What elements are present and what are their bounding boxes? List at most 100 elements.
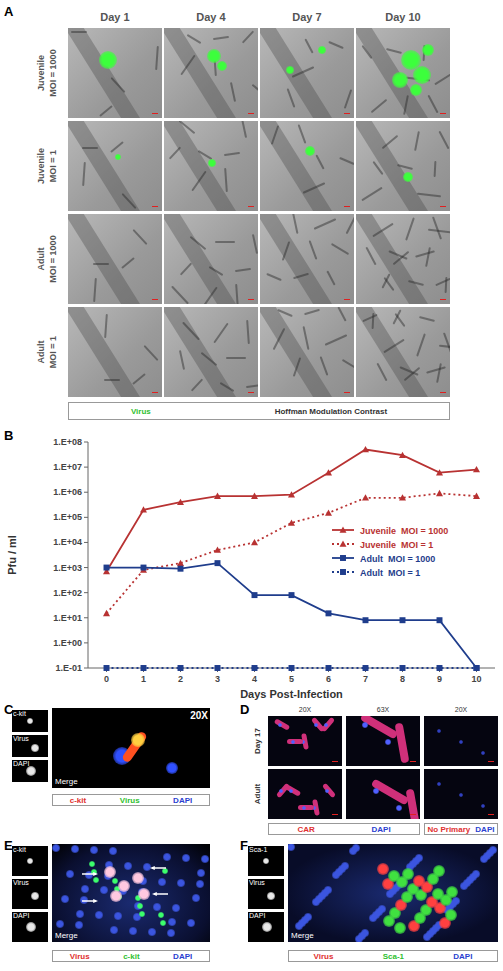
cell-outline [235, 284, 239, 304]
legend-text: No Primary [428, 825, 471, 834]
panel-label: A [4, 4, 20, 19]
channel-image: DAPI [12, 912, 48, 942]
nucleus [52, 844, 60, 852]
virus-signal [208, 159, 216, 167]
legend: Juvenile MOI = 1000Juvenile MOI = 1Adult… [332, 526, 448, 578]
cell-outline [292, 214, 299, 234]
c-kit-signal [162, 868, 168, 874]
nucleus [288, 844, 295, 851]
micrograph [346, 716, 420, 766]
c-kit-signal [139, 911, 145, 917]
y-tick-label: 1.E+07 [53, 462, 82, 472]
legend-text: Adult MOI = 1000 [360, 554, 435, 564]
cell-outline [416, 333, 426, 356]
nucleus [362, 722, 368, 728]
row-label: JuvenileMOI = 1 [35, 121, 61, 211]
nucleus [460, 882, 468, 890]
x-tick-label: 6 [326, 674, 331, 684]
cell-outline [342, 359, 354, 371]
nucleus [196, 880, 204, 888]
row-label: AdultMOI = 1000 [35, 214, 61, 304]
legend-text: CAR [297, 825, 314, 834]
cell-outline [143, 345, 158, 361]
scale-bar [152, 113, 158, 114]
nucleus [278, 723, 282, 727]
marker [288, 491, 295, 497]
cell-outline [242, 30, 254, 43]
marker [289, 592, 295, 598]
marker [141, 665, 147, 671]
x-tick-label: 10 [471, 674, 481, 684]
channel-image: Virus [12, 735, 48, 757]
nucleus [90, 846, 98, 854]
series-line [107, 493, 477, 613]
cell-outline [213, 323, 228, 344]
figure: ADay 1Day 4Day 7Day 10JuvenileMOI = 1000… [0, 0, 503, 971]
panel-label: D [240, 702, 256, 717]
cell-outline [169, 146, 181, 159]
channel-image: DAPI [248, 912, 284, 942]
cell-outline [213, 36, 229, 40]
row-label-line: Juvenile [35, 28, 47, 118]
row-label-line: MOI = 1 [47, 307, 59, 397]
scale-bar [332, 761, 338, 762]
channel-image: Virus [248, 879, 284, 909]
virus-signal [131, 733, 145, 747]
scale-bar [152, 299, 158, 300]
merge-image: Merge [288, 844, 498, 942]
cell-outline [191, 378, 203, 391]
legend-text: DAPI [453, 952, 472, 961]
legend-text: Virus [131, 407, 151, 416]
nucleus [312, 898, 320, 906]
legend-box: c-kitVirusDAPI [52, 794, 210, 806]
marker [252, 592, 258, 598]
x-tick-label: 4 [252, 674, 257, 684]
dish-scratch [260, 214, 339, 304]
y-tick [84, 492, 88, 493]
marker [289, 665, 295, 671]
y-tick-label: 1.E+00 [53, 638, 82, 648]
nucleus [75, 921, 83, 929]
virus-signal [138, 888, 150, 900]
nucleus [459, 793, 463, 797]
channel-signal [27, 858, 33, 864]
cell-outline [371, 99, 388, 113]
cell-outline [315, 154, 324, 169]
scale-bar [440, 113, 446, 114]
cell-outline [287, 88, 296, 107]
cell-outline [434, 161, 437, 177]
x-tick-label: 0 [104, 674, 109, 684]
legend-text: Sca-1 [383, 952, 404, 961]
channel-signal [262, 922, 272, 932]
marker [103, 610, 110, 616]
row-label: JuvenileMOI = 1000 [35, 28, 61, 118]
nucleus [148, 928, 156, 936]
row-label-line: Adult [35, 307, 47, 397]
cell-signal [377, 863, 389, 875]
nucleus [332, 871, 340, 879]
column-header: Day 10 [356, 11, 450, 23]
channel-label: Sca-1 [249, 846, 283, 853]
marker [178, 665, 184, 671]
merge-label: Merge [55, 931, 95, 940]
column-header: Day 1 [68, 11, 162, 23]
channel-image: Sca-1 [248, 846, 284, 876]
cell-outline [241, 121, 247, 138]
marker [399, 494, 406, 500]
nucleus [369, 914, 377, 922]
virus-signal [118, 880, 130, 892]
nucleus [279, 789, 283, 793]
row-label-line: Juvenile [35, 121, 47, 211]
legend-box: Virusc-kitDAPI [52, 950, 210, 962]
channel-label: DAPI [13, 912, 47, 919]
cell-outline [326, 270, 335, 285]
marker [363, 665, 369, 671]
row-label-line: MOI = 1000 [47, 214, 59, 304]
marker [214, 547, 221, 553]
virus-signal [286, 66, 294, 74]
y-tick [84, 592, 88, 593]
nucleus [143, 863, 151, 871]
scale-bar [332, 814, 338, 815]
cell-outline [246, 320, 250, 344]
cell-outline [93, 263, 109, 265]
